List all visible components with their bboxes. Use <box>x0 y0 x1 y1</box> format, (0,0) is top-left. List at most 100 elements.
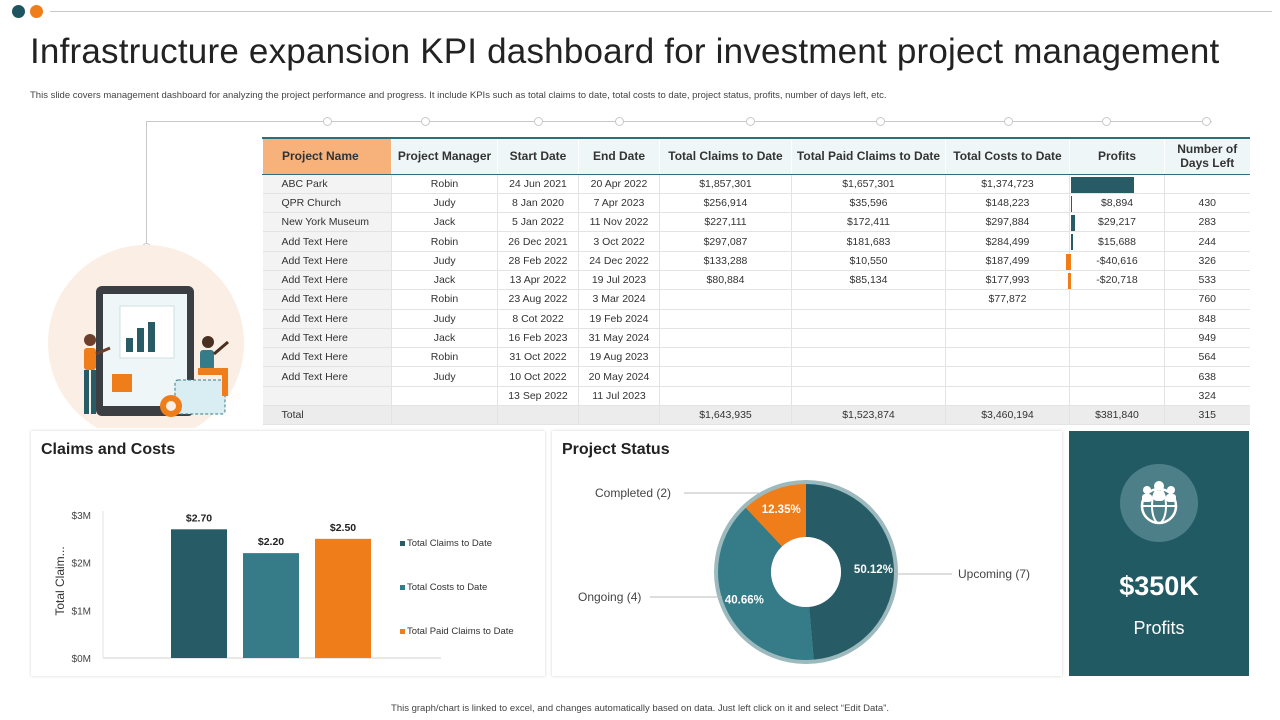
profit-cell: $8,894 <box>1069 193 1165 214</box>
footer-note: This graph/chart is linked to excel, and… <box>391 703 889 714</box>
paid-claims-cell: $1,523,874 <box>791 405 946 426</box>
connector-line-vertical <box>146 121 147 271</box>
end-date-cell: 11 Jul 2023 <box>578 386 660 407</box>
people-globe-icon <box>1120 464 1198 542</box>
slice-value-label: 40.66% <box>725 595 764 607</box>
claims-cell <box>659 328 792 349</box>
costs-cell: $77,872 <box>945 289 1070 310</box>
profit-text: -$20,718 <box>1096 274 1138 287</box>
days-left-cell <box>1164 174 1250 194</box>
costs-cell <box>945 366 1070 387</box>
profit-bar <box>1068 272 1071 289</box>
claims-costs-panel: Claims and Costs $0M $1M $2M $3M Total Claim… <box>31 431 545 676</box>
col-header-total-claims: Total Claims to Date <box>659 137 792 175</box>
profit-bar <box>1065 253 1071 270</box>
end-date-cell <box>578 405 660 426</box>
days-left-cell: 283 <box>1164 212 1250 233</box>
days-left-cell: 315 <box>1164 405 1250 426</box>
manager-cell: Judy <box>391 193 498 214</box>
start-date-cell: 8 Cot 2022 <box>497 309 579 329</box>
project-name-cell: Add Text Here <box>262 328 392 349</box>
manager-cell <box>391 386 498 407</box>
legend-label: Total Paid Claims to Date <box>407 626 514 637</box>
claims-cell: $227,111 <box>659 212 792 233</box>
costs-cell: $1,374,723 <box>945 174 1070 194</box>
days-left-cell: 244 <box>1164 231 1250 252</box>
start-date-cell: 24 Jun 2021 <box>497 174 579 194</box>
table-total-row: Total $1,643,935 $1,523,874 $3,460,194 $381,… <box>262 405 1250 426</box>
costs-cell: $187,499 <box>945 251 1070 271</box>
start-date-cell: 31 Oct 2022 <box>497 347 579 368</box>
bar <box>315 538 371 658</box>
start-date-cell: 16 Feb 2023 <box>497 328 579 349</box>
claims-cell: $256,914 <box>659 193 792 214</box>
table-row: QPR Church Judy 8 Jan 2020 7 Apr 2023 $256,9… <box>262 193 1250 214</box>
profit-text: $8,894 <box>1100 196 1134 209</box>
donut-slice <box>806 484 895 660</box>
profit-cell <box>1069 386 1165 407</box>
claims-cell <box>659 289 792 310</box>
project-name-cell <box>262 386 392 407</box>
paid-claims-cell: $85,134 <box>791 270 946 291</box>
paid-claims-cell <box>791 366 946 387</box>
col-header-days-left: Number of Days Left <box>1164 137 1250 175</box>
profit-cell: $381,840 <box>1069 405 1165 426</box>
project-name-cell: Add Text Here <box>262 270 392 291</box>
start-date-cell <box>497 405 579 426</box>
days-left-cell: 564 <box>1164 347 1250 368</box>
profit-cell <box>1069 309 1165 329</box>
claims-cell <box>659 366 792 387</box>
paid-claims-cell <box>791 309 946 329</box>
paid-claims-cell: $10,550 <box>791 251 946 271</box>
slice-value-label: 50.12% <box>854 564 893 576</box>
days-left-cell: 760 <box>1164 289 1250 310</box>
costs-cell: $177,993 <box>945 270 1070 291</box>
connector-dot <box>534 117 543 126</box>
connector-dot <box>876 117 885 126</box>
connector-dot <box>746 117 755 126</box>
project-status-title: Project Status <box>562 441 670 458</box>
days-left-cell: 638 <box>1164 366 1250 387</box>
start-date-cell: 8 Jan 2020 <box>497 193 579 214</box>
slice-category-label: Upcoming (7) <box>958 567 1030 581</box>
costs-cell <box>945 386 1070 407</box>
col-header-total-costs: Total Costs to Date <box>945 137 1070 175</box>
profit-cell: $29,217 <box>1069 212 1165 233</box>
claims-cell: $1,643,935 <box>659 405 792 426</box>
days-left-cell: 949 <box>1164 328 1250 349</box>
table-row: 13 Sep 2022 11 Jul 2023 324 <box>262 386 1250 407</box>
start-date-cell: 13 Sep 2022 <box>497 386 579 407</box>
manager-cell: Robin <box>391 174 498 194</box>
paid-claims-cell <box>791 289 946 310</box>
project-name-cell: Add Text Here <box>262 289 392 310</box>
connector-line <box>146 121 1212 122</box>
start-date-cell: 10 Oct 2022 <box>497 366 579 387</box>
profit-cell <box>1069 347 1165 368</box>
profit-cell <box>1069 366 1165 387</box>
orange-dot-icon <box>30 5 43 18</box>
manager-cell: Judy <box>391 366 498 387</box>
days-left-cell: 324 <box>1164 386 1250 407</box>
legend-swatch <box>400 629 405 634</box>
costs-cell: $284,499 <box>945 231 1070 252</box>
table-row: Add Text Here Robin 26 Dec 2021 3 Oct 2022 $… <box>262 231 1250 252</box>
slice-value-label: 12.35% <box>762 504 801 516</box>
profit-cell <box>1069 328 1165 349</box>
col-header-project-name: Project Name <box>262 137 392 175</box>
profit-panel: $350K Profits <box>1069 431 1249 676</box>
days-left-cell: 326 <box>1164 251 1250 271</box>
days-left-cell: 430 <box>1164 193 1250 214</box>
paid-claims-cell: $172,411 <box>791 212 946 233</box>
manager-cell: Robin <box>391 231 498 252</box>
manager-cell: Judy <box>391 309 498 329</box>
days-left-cell: 848 <box>1164 309 1250 329</box>
project-name-cell: Add Text Here <box>262 366 392 387</box>
connector-dot <box>1004 117 1013 126</box>
connector-dot <box>323 117 332 126</box>
manager-cell: Robin <box>391 347 498 368</box>
table-row: Add Text Here Jack 16 Feb 2023 31 May 2024 9… <box>262 328 1250 349</box>
profit-cell <box>1069 174 1165 194</box>
slice-category-label: Ongoing (4) <box>578 590 641 604</box>
start-date-cell: 13 Apr 2022 <box>497 270 579 291</box>
bar <box>243 553 299 658</box>
